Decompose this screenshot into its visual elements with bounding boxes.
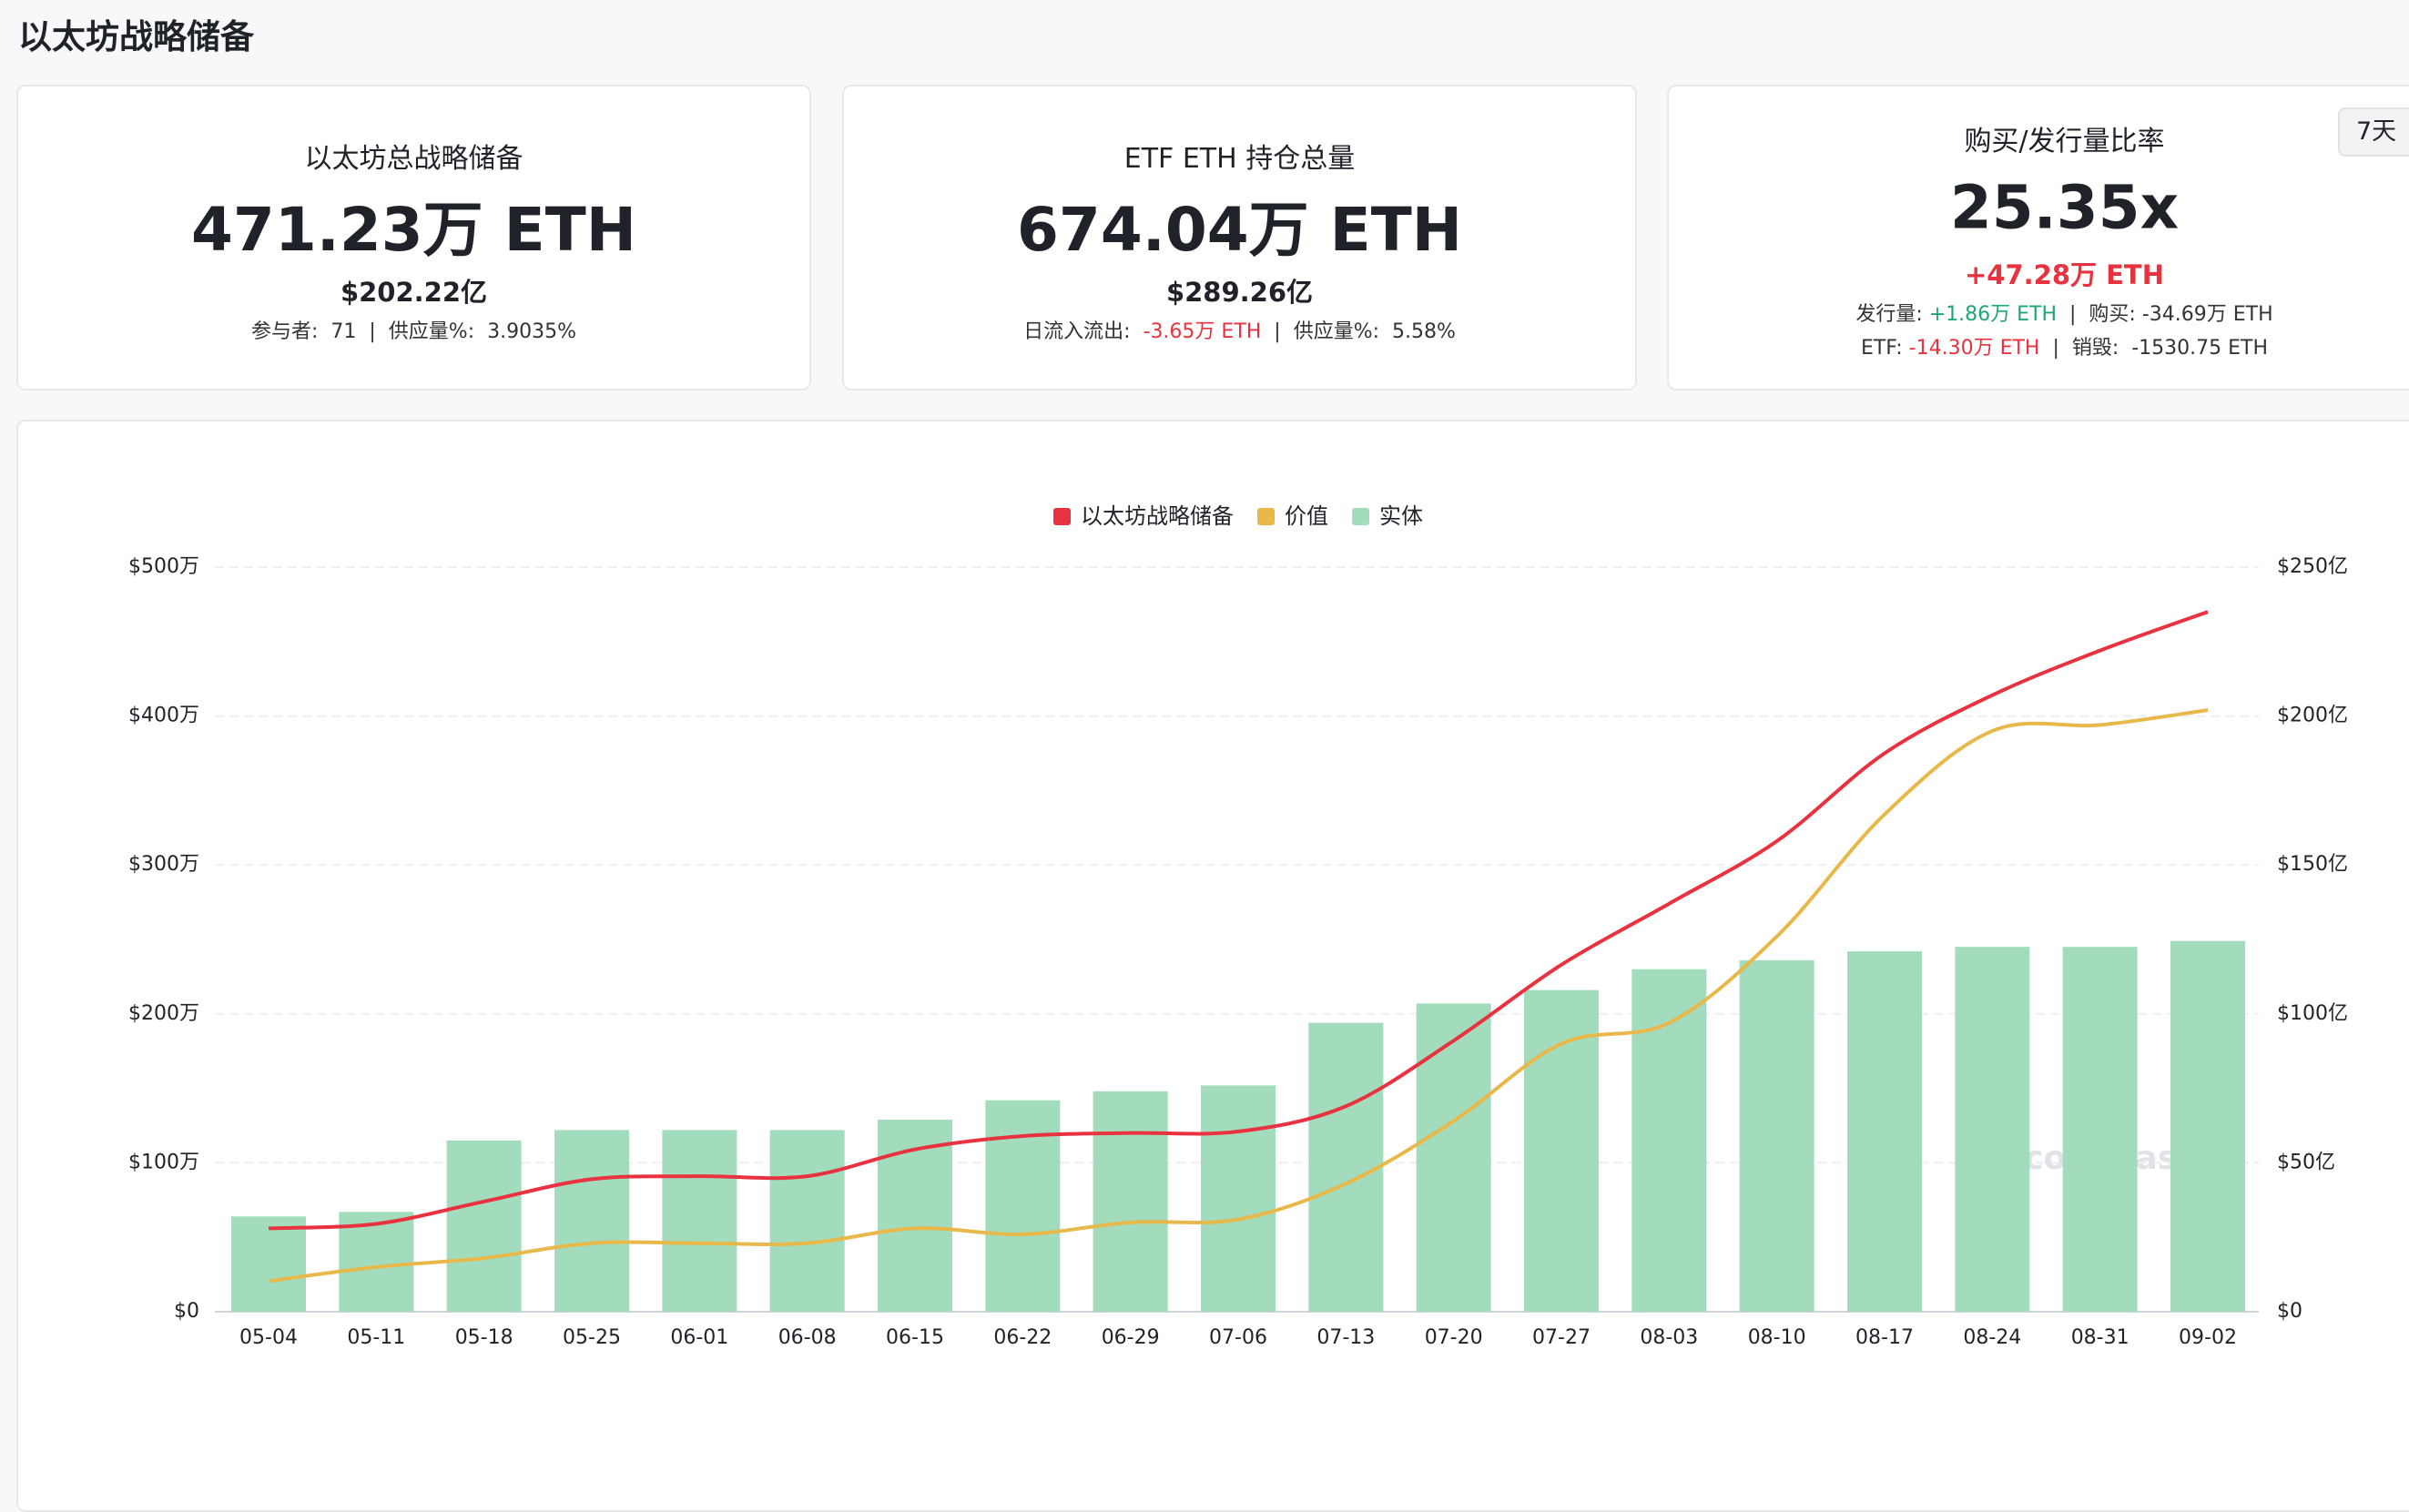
x-tick-label: 08-03	[1640, 1326, 1698, 1349]
card-value: 471.23万 ETH	[190, 195, 636, 265]
bar	[985, 1100, 1061, 1312]
detail-text: | 供应量%: 5.58%	[1261, 320, 1456, 343]
bar	[339, 1212, 414, 1312]
detail-text: -3.65万 ETH	[1143, 320, 1262, 343]
bar	[1631, 969, 1707, 1312]
legend-label: 价值	[1285, 503, 1328, 529]
card-label: ETF ETH 持仓总量	[1123, 143, 1356, 175]
y2-tick-label: $100亿	[2277, 1002, 2348, 1025]
page: 以太坊战略储备 以太坊总战略储备 471.23万 ETH $202.22亿参与者: …	[16, 17, 2409, 1512]
x-tick-label: 05-18	[455, 1326, 513, 1349]
card-detail: 发行量: +1.86万 ETH | 购买: -34.69万 ETH	[1669, 298, 2409, 327]
y-tick-label: $0	[174, 1300, 199, 1323]
x-tick-label: 06-15	[886, 1326, 944, 1349]
y2-tick-label: $200亿	[2277, 705, 2348, 727]
card-sub: +47.28万 ETH	[1965, 259, 2164, 290]
x-tick-label: 06-08	[778, 1326, 837, 1349]
x-tick-label: 08-31	[2071, 1326, 2129, 1349]
bar	[1201, 1085, 1276, 1312]
x-tick-label: 08-17	[1855, 1326, 1914, 1349]
x-tick-label: 06-22	[993, 1326, 1052, 1349]
x-tick-label: 05-11	[347, 1326, 405, 1349]
bar	[1524, 989, 1599, 1312]
legend-swatch	[1352, 508, 1369, 525]
detail-text: ETF:	[1860, 337, 1909, 360]
line	[268, 610, 2209, 1231]
y2-tick-label: $0	[2277, 1300, 2302, 1323]
bar	[1416, 1003, 1491, 1312]
card-sub: $289.26亿	[1165, 277, 1314, 308]
bar	[446, 1140, 522, 1312]
bar	[1847, 951, 1922, 1312]
chart: coinglass$0$100万$200万$300万$400万$500万$0$5…	[128, 503, 2348, 1349]
x-tick-label: 09-02	[2179, 1326, 2237, 1349]
card-label: 以太坊总战略储备	[304, 143, 523, 175]
bar	[2062, 947, 2138, 1312]
x-tick-label: 08-10	[1748, 1326, 1806, 1349]
detail-text: +1.86万 ETH	[1928, 303, 2058, 326]
y2-tick-label: $50亿	[2277, 1151, 2335, 1173]
card-detail: 日流入流出: -3.65万 ETH | 供应量%: 5.58%	[844, 315, 1635, 344]
page-title: 以太坊战略储备	[18, 17, 254, 56]
bar	[769, 1130, 845, 1312]
bar	[1955, 947, 2030, 1312]
y-tick-label: $400万	[128, 705, 199, 727]
bar	[1739, 959, 1814, 1312]
y2-tick-label: $150亿	[2277, 853, 2348, 876]
x-tick-label: 06-01	[670, 1326, 728, 1349]
card-value: 674.04万 ETH	[1016, 195, 1462, 265]
x-tick-label: 06-29	[1102, 1326, 1160, 1349]
detail-text: 参与者: 71 | 供应量%: 3.9035%	[251, 320, 576, 343]
bar	[1093, 1091, 1168, 1312]
x-tick-label: 07-06	[1209, 1326, 1267, 1349]
bar	[554, 1130, 629, 1312]
card-detail: ETF: -14.30万 ETH | 销毁: -1530.75 ETH	[1669, 331, 2409, 360]
detail-text: -14.30万 ETH	[1908, 337, 2040, 360]
x-tick-label: 07-13	[1316, 1326, 1375, 1349]
card-sub: $202.22亿	[340, 277, 488, 308]
legend-label: 以太坊战略储备	[1081, 503, 1234, 529]
card-label: 购买/发行量比率	[1964, 126, 2165, 157]
legend-label: 实体	[1379, 503, 1423, 529]
x-tick-label: 08-24	[1963, 1326, 2021, 1349]
detail-text: 日流入流出:	[1023, 320, 1144, 343]
line	[268, 708, 2209, 1284]
card-detail: 参与者: 71 | 供应量%: 3.9035%	[18, 315, 809, 344]
y-tick-label: $300万	[128, 853, 199, 876]
x-tick-label: 07-27	[1532, 1326, 1591, 1349]
detail-text: | 购买: -34.69万 ETH	[2057, 303, 2273, 326]
x-tick-label: 05-25	[563, 1326, 621, 1349]
bar	[1308, 1022, 1384, 1312]
bar	[878, 1119, 952, 1312]
bar	[2170, 940, 2245, 1312]
y-tick-label: $100万	[128, 1151, 199, 1173]
y2-tick-label: $250亿	[2277, 555, 2348, 578]
detail-text: | 销毁: -1530.75 ETH	[2039, 337, 2269, 360]
range-button[interactable]: 7天	[2338, 107, 2409, 157]
legend-swatch	[1053, 508, 1071, 525]
stat-card: 购买/发行量比率 25.35x +47.28万 ETH 发行量: +1.86万 ETH…	[1667, 85, 2409, 391]
bar	[231, 1216, 306, 1312]
legend: 以太坊战略储备 价值 实体	[1053, 503, 1423, 529]
y-tick-label: $200万	[128, 1002, 199, 1025]
y-tick-label: $500万	[128, 555, 199, 578]
stat-card: ETF ETH 持仓总量 674.04万 ETH $289.26亿 日流入流出: -3…	[842, 85, 1637, 391]
card-value: 25.35x	[1949, 172, 2180, 243]
bar	[662, 1130, 737, 1312]
x-tick-label: 07-20	[1425, 1326, 1483, 1349]
legend-swatch	[1257, 508, 1275, 525]
x-tick-label: 05-04	[239, 1326, 298, 1349]
detail-text: 发行量:	[1855, 303, 1929, 326]
stat-card: 以太坊总战略储备 471.23万 ETH $202.22亿参与者: 71 | 供应量…	[16, 85, 811, 391]
